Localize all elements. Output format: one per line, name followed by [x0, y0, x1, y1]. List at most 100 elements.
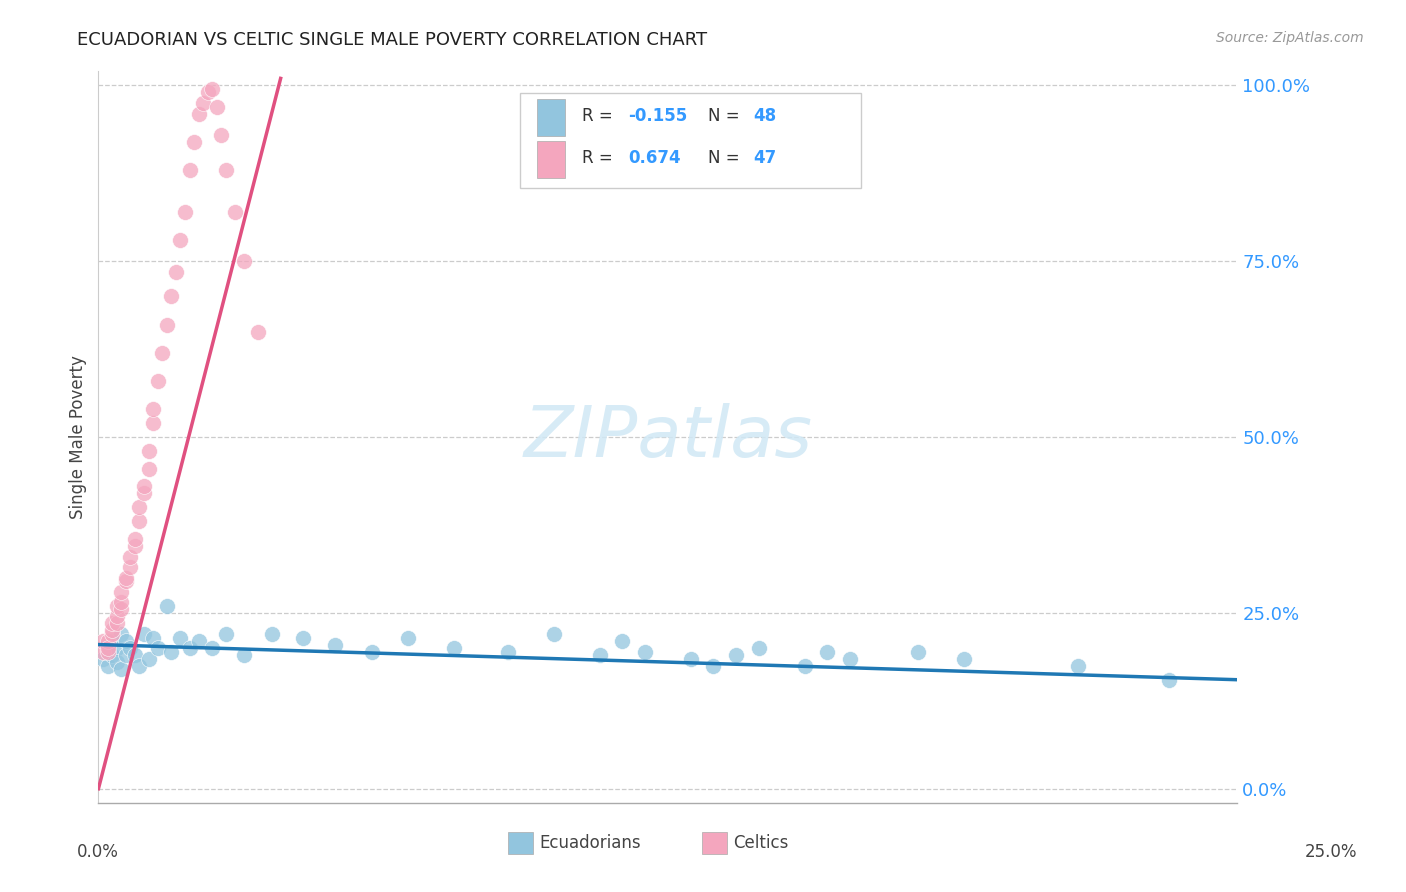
Point [114, 648, 136, 662]
Point [839, 651, 862, 665]
Point [96, 644, 118, 658]
Point [96, 644, 118, 658]
Point [443, 641, 465, 656]
Point [128, 515, 150, 529]
Point [215, 627, 238, 641]
Point [793, 658, 815, 673]
Text: Source: ZipAtlas.com: Source: ZipAtlas.com [1216, 31, 1364, 45]
Point [169, 233, 191, 247]
Y-axis label: Single Male Poverty: Single Male Poverty [69, 355, 87, 519]
Point [748, 641, 770, 656]
Point [128, 658, 150, 673]
Text: Celtics: Celtics [733, 834, 789, 852]
Point [142, 631, 165, 645]
Point [96, 658, 118, 673]
Point [105, 616, 128, 631]
Point [146, 641, 169, 656]
Point [156, 599, 179, 613]
Point [205, 99, 228, 113]
Point [124, 648, 146, 662]
Point [150, 345, 173, 359]
Point [105, 655, 128, 669]
Point [233, 254, 256, 268]
Point [132, 479, 155, 493]
Point [187, 634, 209, 648]
Point [132, 627, 155, 641]
Text: ECUADORIAN VS CELTIC SINGLE MALE POVERTY CORRELATION CHART: ECUADORIAN VS CELTIC SINGLE MALE POVERTY… [77, 31, 707, 49]
Point [96, 634, 118, 648]
Point [101, 616, 124, 631]
Point [169, 631, 191, 645]
Point [101, 627, 124, 641]
Text: -0.155: -0.155 [628, 107, 688, 125]
Point [1067, 658, 1090, 673]
Point [142, 416, 165, 430]
Point [233, 648, 256, 662]
Point [101, 648, 124, 662]
FancyBboxPatch shape [509, 832, 533, 854]
Point [120, 641, 142, 656]
Point [396, 631, 419, 645]
Point [146, 374, 169, 388]
Point [165, 265, 187, 279]
Point [120, 549, 142, 564]
Point [360, 644, 382, 658]
Point [124, 532, 146, 546]
Point [101, 634, 124, 648]
Text: N =: N = [707, 107, 745, 125]
Text: R =: R = [582, 149, 619, 167]
Point [160, 289, 183, 303]
Point [292, 631, 315, 645]
Point [110, 662, 132, 676]
Point [193, 95, 215, 110]
Text: 47: 47 [754, 149, 776, 167]
Point [96, 641, 118, 656]
FancyBboxPatch shape [537, 141, 565, 178]
Point [215, 162, 238, 177]
Point [91, 634, 114, 648]
Point [679, 651, 702, 665]
Point [907, 644, 929, 658]
Point [101, 624, 124, 638]
Text: Ecuadorians: Ecuadorians [538, 834, 641, 852]
Point [702, 658, 724, 673]
Point [224, 205, 246, 219]
Point [120, 560, 142, 574]
FancyBboxPatch shape [520, 94, 862, 188]
Point [634, 644, 657, 658]
Point [209, 128, 232, 142]
Point [174, 205, 197, 219]
Point [110, 602, 132, 616]
Point [588, 648, 610, 662]
Point [142, 401, 165, 416]
FancyBboxPatch shape [702, 832, 727, 854]
Point [197, 86, 219, 100]
Point [498, 644, 520, 658]
Point [201, 641, 224, 656]
Text: 0.0%: 0.0% [77, 843, 120, 861]
Point [201, 82, 224, 96]
Point [105, 641, 128, 656]
Point [815, 644, 838, 658]
Point [138, 651, 160, 665]
Point [110, 595, 132, 609]
Text: ZIPatlas: ZIPatlas [523, 402, 813, 472]
Point [725, 648, 748, 662]
Point [138, 444, 160, 458]
Point [128, 500, 150, 515]
Point [114, 571, 136, 585]
Point [124, 539, 146, 553]
Point [612, 634, 634, 648]
Text: 48: 48 [754, 107, 776, 125]
Point [246, 325, 269, 339]
Text: R =: R = [582, 107, 619, 125]
Point [110, 584, 132, 599]
Point [953, 651, 976, 665]
Point [110, 627, 132, 641]
Point [114, 634, 136, 648]
Point [114, 574, 136, 589]
Point [160, 644, 183, 658]
FancyBboxPatch shape [537, 99, 565, 136]
Text: N =: N = [707, 149, 745, 167]
Point [91, 644, 114, 658]
